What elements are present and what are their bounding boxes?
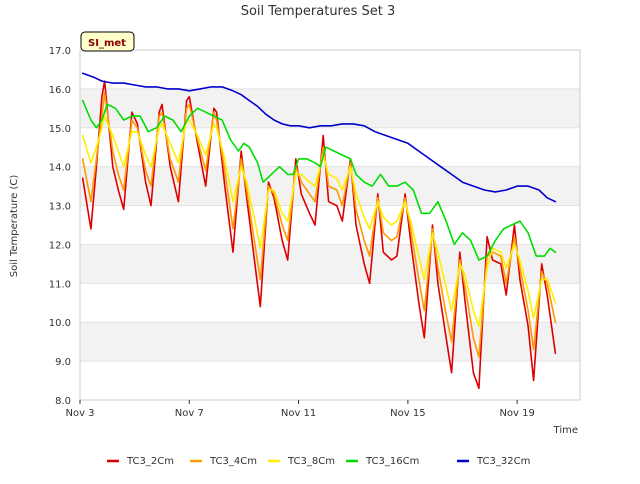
x-tick-label: Nov 15: [390, 408, 425, 419]
legend: TC3_2Cm TC3_4Cm TC3_8Cm TC3_16Cm TC3_32Cm: [107, 456, 530, 467]
y-axis-label: Soil Temperature (C): [9, 175, 20, 278]
grid-band: [80, 283, 580, 323]
grid-band: [80, 50, 580, 89]
y-axis-ticks: 8.0 9.0 10.0 11.0 12.0 13.0 14.0 15.0 16.0 17.0: [49, 46, 71, 407]
legend-label: TC3_2Cm: [126, 456, 174, 467]
grid-band: [80, 322, 580, 362]
y-tick-label: 8.0: [55, 396, 71, 407]
x-axis-ticks: Nov 3 Nov 7 Nov 11 Nov 15 Nov 19: [65, 400, 535, 419]
grid-band: [80, 205, 580, 245]
series-line-tc3-16cm: [81, 99, 557, 261]
legend-item: TC3_2Cm: [107, 456, 174, 467]
grid-band: [80, 127, 580, 167]
grid-bands: [80, 50, 580, 401]
y-tick-label: 17.0: [49, 46, 71, 57]
y-tick-label: 9.0: [55, 357, 71, 368]
series-line-tc3-8cm: [81, 115, 557, 327]
legend-item: TC3_8Cm: [268, 456, 335, 467]
y-tick-label: 15.0: [49, 124, 71, 135]
legend-item: TC3_16Cm: [346, 456, 419, 467]
legend-label: TC3_8Cm: [287, 456, 335, 467]
x-tick-label: Nov 3: [65, 408, 94, 419]
series-line-tc3-32cm: [81, 72, 557, 203]
x-tick-label: Nov 7: [175, 408, 204, 419]
y-tick-label: 10.0: [49, 318, 71, 329]
legend-item: TC3_32Cm: [457, 456, 530, 467]
x-axis-label: Time: [553, 425, 578, 436]
site-badge-box: [80, 31, 135, 52]
y-tick-label: 16.0: [49, 85, 71, 96]
y-tick-label: 11.0: [49, 279, 71, 290]
y-tick-label: 13.0: [49, 202, 71, 213]
y-tick-label: 14.0: [49, 163, 71, 174]
legend-item: TC3_4Cm: [190, 456, 257, 467]
legend-label: TC3_32Cm: [476, 456, 530, 467]
site-badge-label: SI_met: [88, 38, 126, 49]
grid-band: [80, 361, 580, 400]
series-lines: [81, 72, 557, 390]
chart-title: Soil Temperatures Set 3: [241, 4, 396, 19]
legend-label: TC3_4Cm: [209, 456, 257, 467]
y-tick-label: 12.0: [49, 240, 71, 251]
site-badge: SI_met: [80, 31, 135, 52]
grid-band: [80, 88, 580, 128]
plot-frame: [79, 49, 581, 401]
x-tick-label: Nov 11: [281, 408, 316, 419]
legend-label: TC3_16Cm: [365, 456, 419, 467]
x-tick-label: Nov 19: [499, 408, 534, 419]
